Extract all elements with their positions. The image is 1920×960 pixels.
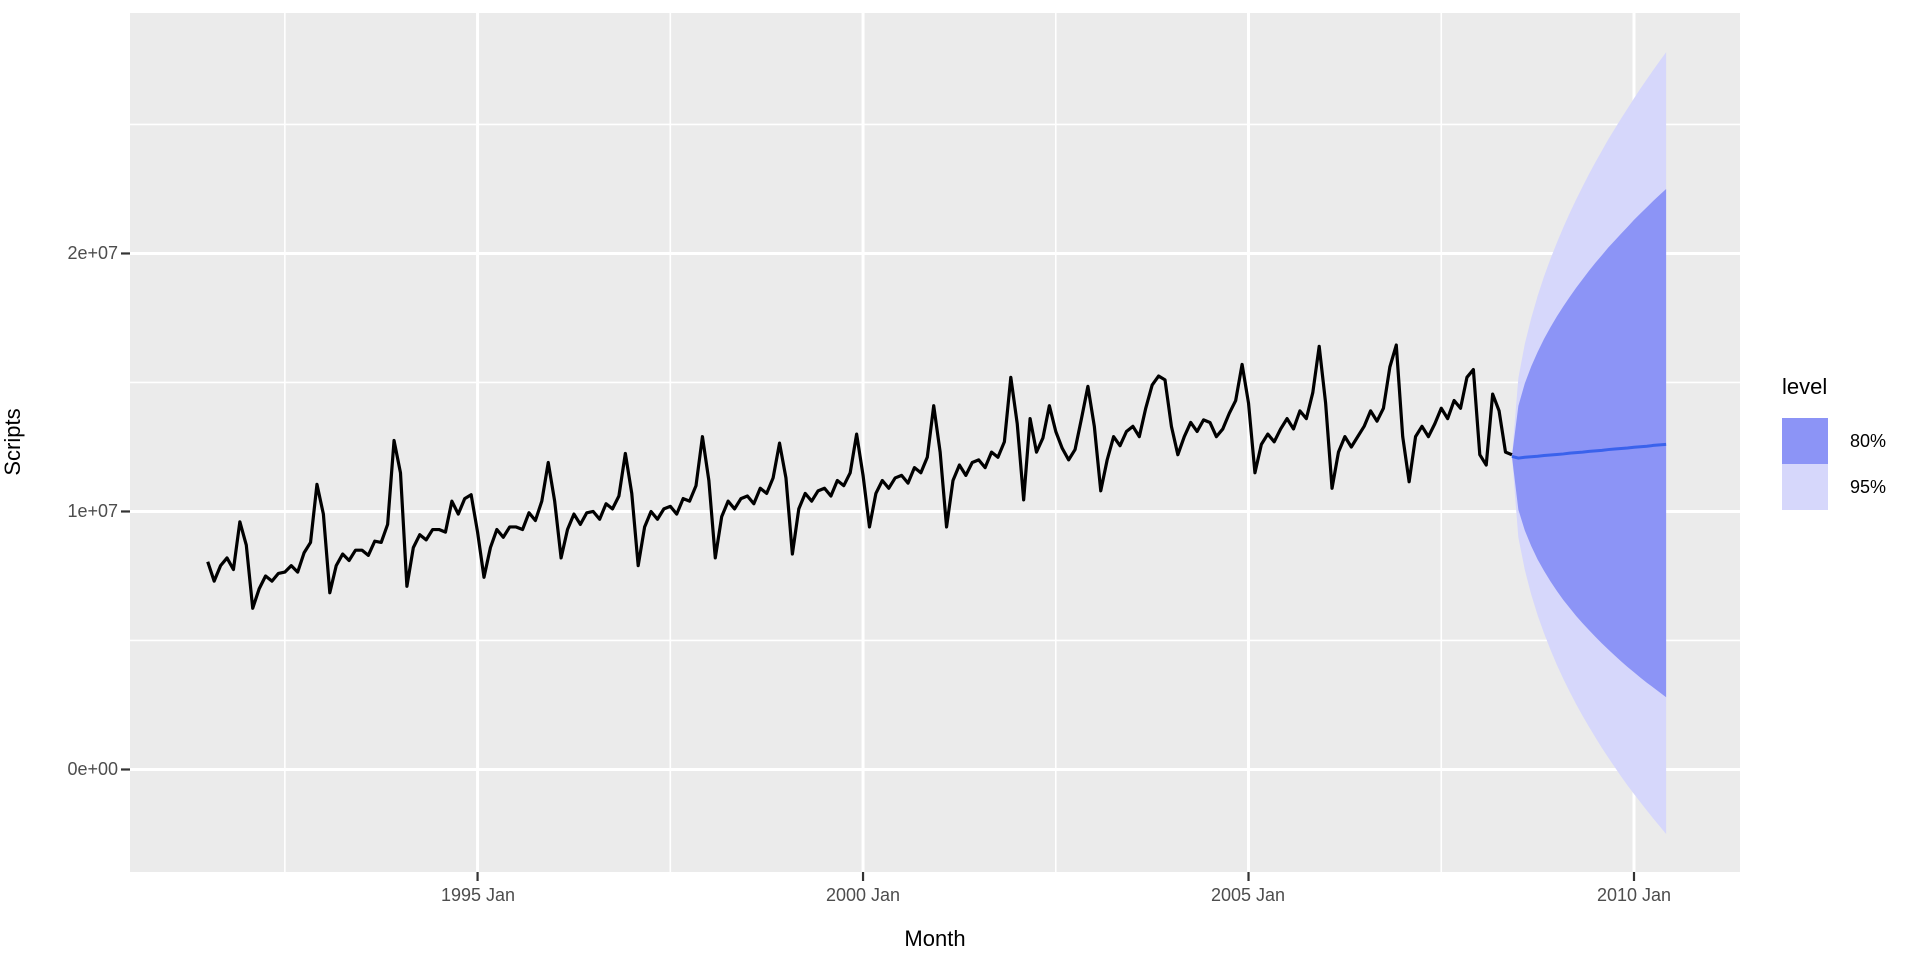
history-line xyxy=(206,343,1513,610)
legend: level 80% 95% xyxy=(1782,374,1886,510)
x-tick-label-2010: 2010 Jan xyxy=(1596,885,1672,905)
x-tick-label-1995: 1995 Jan xyxy=(440,885,516,905)
x-tick-label-2005: 2005 Jan xyxy=(1210,885,1286,905)
x-axis-title: Month xyxy=(904,926,966,951)
panel-background xyxy=(130,13,1740,872)
y-tick-label-0e00: 0e+00 xyxy=(67,759,118,779)
y-axis-title: Scripts xyxy=(0,408,25,476)
forecast-band-80 xyxy=(1511,188,1667,698)
forecast-mean-line xyxy=(1511,442,1667,460)
legend-label-95: 95% xyxy=(1850,476,1887,497)
legend-swatch-95 xyxy=(1782,464,1828,510)
legend-key-95: 95% xyxy=(1782,464,1886,510)
legend-label-80: 80% xyxy=(1850,430,1887,451)
legend-key-80: 80% xyxy=(1782,418,1886,464)
y-tick-label-2e07: 2e+07 xyxy=(67,243,118,263)
legend-swatch-80 xyxy=(1782,418,1828,464)
y-tick-label-1e07: 1e+07 xyxy=(67,501,118,521)
legend-title: level xyxy=(1782,374,1828,399)
x-tick-label-2000: 2000 Jan xyxy=(825,885,901,905)
